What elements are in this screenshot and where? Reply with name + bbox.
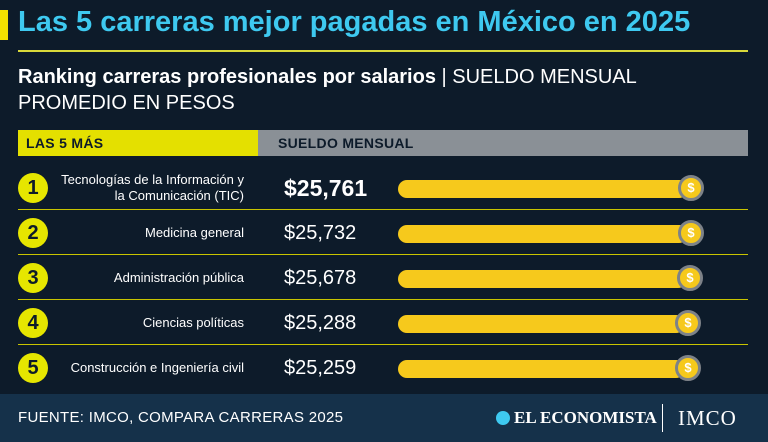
coin-icon: $: [675, 310, 701, 336]
rank-badge: 1: [18, 173, 48, 203]
career-label: Tecnologías de la Información y la Comun…: [61, 172, 244, 203]
salary-bar: [398, 225, 688, 243]
row-divider: [18, 299, 748, 300]
el-economista-logo-text: EL ECONOMISTA: [514, 408, 657, 427]
chart-subtitle: Ranking carreras profesionales por salar…: [18, 64, 748, 116]
row-divider: [18, 344, 748, 345]
coin-icon: $: [678, 220, 704, 246]
title-bar: Las 5 carreras mejor pagadas en México e…: [0, 0, 768, 50]
header-salary: SUELDO MENSUAL: [258, 130, 748, 156]
title-divider: [18, 50, 748, 52]
salary-value: $25,761: [284, 175, 368, 201]
rank-badge: 3: [18, 263, 48, 293]
chart-row: 1 Tecnologías de la Información y la Comu…: [18, 166, 748, 210]
el-economista-logo: EL ECONOMISTA: [496, 394, 657, 442]
salary-bar: [398, 270, 687, 288]
rank-badge: 4: [18, 308, 48, 338]
career-label: Ciencias políticas: [142, 315, 244, 330]
footer: FUENTE: IMCO, COMPARA CARRERAS 2025 EL E…: [0, 394, 768, 442]
salary-value: $25,732: [284, 222, 357, 244]
chart-row: 5 Construcción e Ingeniería civil $25,259 $: [18, 346, 748, 390]
chart-row: 4 Ciencias políticas $25,288 $: [18, 301, 748, 345]
imco-logo: IMCO: [678, 406, 737, 430]
rank-badge: 2: [18, 218, 48, 248]
career-label: Medicina general: [144, 225, 244, 240]
subtitle-light: SUELDO MENSUAL PROMEDIO EN PESOS: [18, 66, 637, 114]
salary-value: $25,678: [284, 267, 357, 289]
career-label: Construcción e Ingeniería civil: [70, 360, 244, 375]
title-accent-bar: [0, 10, 8, 40]
salary-bar: [398, 315, 685, 333]
subtitle-separator: |: [435, 66, 453, 88]
row-divider: [18, 209, 748, 210]
rank-badge: 5: [18, 353, 48, 383]
coin-icon: $: [678, 175, 704, 201]
row-divider: [18, 254, 748, 255]
salary-bar: [398, 180, 688, 198]
salary-bar: [398, 360, 685, 378]
coin-icon: $: [677, 265, 703, 291]
header-top5: LAS 5 MÁS: [18, 130, 258, 156]
chart-row: 3 Administración pública $25,678 $: [18, 256, 748, 300]
coin-icon: $: [675, 355, 701, 381]
brand-divider: [662, 404, 663, 432]
table-header: LAS 5 MÁS SUELDO MENSUAL: [18, 130, 748, 156]
salary-value: $25,288: [284, 312, 357, 334]
source-text: FUENTE: IMCO, COMPARA CARRERAS 2025: [18, 409, 344, 426]
subtitle-bold: Ranking carreras profesionales por salar…: [18, 66, 436, 88]
career-label: Administración pública: [113, 270, 244, 285]
salary-value: $25,259: [284, 357, 357, 379]
page-title: Las 5 carreras mejor pagadas en México e…: [18, 6, 691, 38]
el-economista-logo-icon: [496, 410, 510, 425]
chart-row: 2 Medicina general $25,732 $: [18, 211, 748, 255]
